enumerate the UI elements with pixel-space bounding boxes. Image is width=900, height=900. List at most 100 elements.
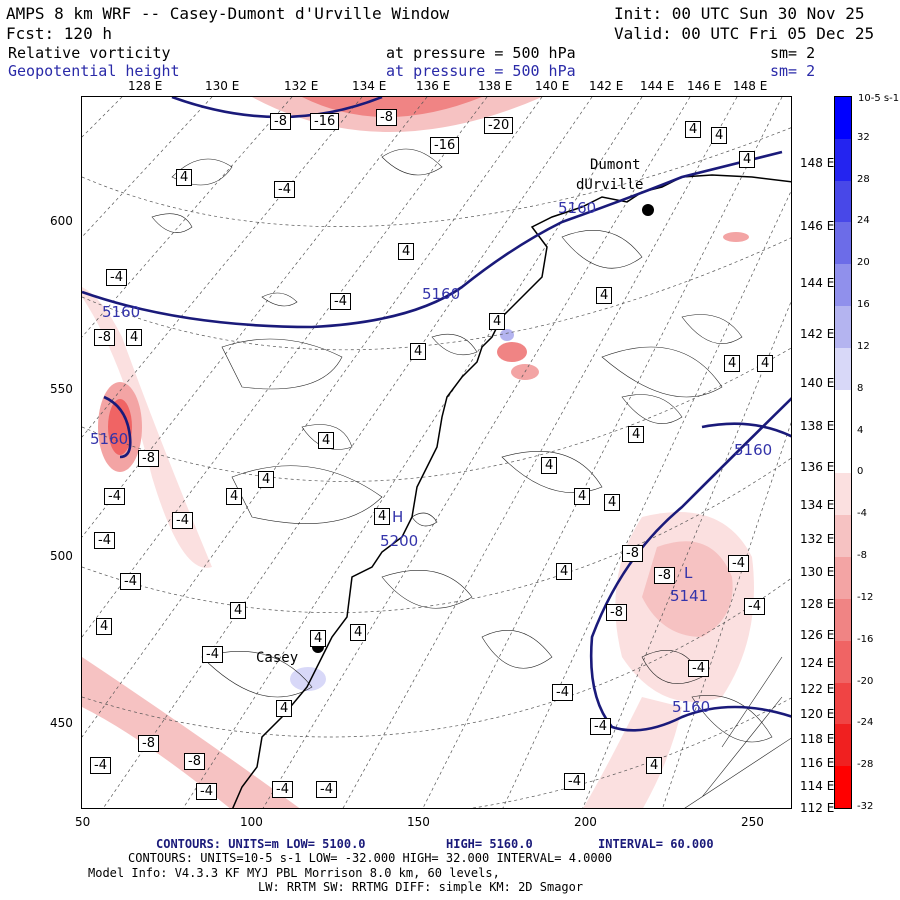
negative-vorticity-area <box>497 342 527 362</box>
low-center-value: 5141 <box>670 587 709 605</box>
right-lon-label: 120 E <box>800 707 835 721</box>
colorbar-segment <box>835 724 851 767</box>
top-lon-label: 146 E <box>687 79 722 93</box>
colorbar-tick-label: 20 <box>857 257 870 269</box>
y-tick-label: 550 <box>50 382 73 396</box>
low-center-symbol: L <box>684 564 693 582</box>
colorbar-tick-label: -16 <box>857 633 874 645</box>
vorticity-shading <box>82 97 754 808</box>
vorticity-label: 4 <box>556 563 573 580</box>
vorticity-label: 4 <box>226 488 243 505</box>
top-lon-label: 144 E <box>640 79 675 93</box>
y-tick-label: 600 <box>50 214 73 228</box>
right-lon-label: 132 E <box>800 532 835 546</box>
colorbar-tick-label: -24 <box>857 717 874 729</box>
vorticity-label: -16 <box>430 137 460 154</box>
right-lon-label: 146 E <box>800 219 835 233</box>
vorticity-label: -4 <box>564 773 585 790</box>
colorbar-segment <box>835 389 851 432</box>
colorbar-segment <box>835 222 851 265</box>
vorticity-label: 4 <box>258 471 275 488</box>
vorticity-label: -4 <box>106 269 127 286</box>
vorticity-label: 4 <box>604 494 621 511</box>
valid-time: Valid: 00 UTC Fri 05 Dec 25 <box>614 24 875 43</box>
colorbar-segment <box>835 97 851 139</box>
dumont-durville-label: Dumont <box>590 157 641 173</box>
right-lon-label: 136 E <box>800 460 835 474</box>
vorticity-label: 4 <box>646 757 663 774</box>
vorticity-label: 4 <box>757 355 774 372</box>
vorticity-label: 4 <box>724 355 741 372</box>
colorbar-segment <box>835 557 851 600</box>
vorticity-label: -4 <box>104 488 125 505</box>
vorticity-label: 4 <box>126 329 143 346</box>
vorticity-label: -8 <box>138 735 159 752</box>
negative-vorticity-area <box>723 232 749 242</box>
colorbar-tick-label: -4 <box>857 508 867 520</box>
field1-smoothing: sm= 2 <box>770 44 816 62</box>
forecast-hour: Fcst: 120 h <box>6 24 112 43</box>
right-lon-label: 134 E <box>800 498 835 512</box>
vorticity-label: -4 <box>728 555 749 572</box>
vorticity-label: -4 <box>90 757 111 774</box>
vorticity-label: -4 <box>202 646 223 663</box>
colorbar-tick-label: 0 <box>857 466 864 478</box>
colorbar-segment <box>835 473 851 516</box>
vorticity-label: 4 <box>276 700 293 717</box>
field1-name: Relative vorticity <box>8 44 171 62</box>
right-lon-label: 118 E <box>800 732 835 746</box>
colorbar-tick-label: -32 <box>857 801 874 812</box>
right-lon-label: 116 E <box>800 756 835 770</box>
vorticity-label: -8 <box>622 545 643 562</box>
vorticity-label: 4 <box>350 624 367 641</box>
high-center-value: 5200 <box>380 532 419 550</box>
colorbar-tick-label: -28 <box>857 759 874 771</box>
colorbar-tick-label: -20 <box>857 675 874 687</box>
field2-level: at pressure = 500 hPa <box>386 62 576 80</box>
plot-title: AMPS 8 km WRF -- Casey-Dumont d'Urville … <box>6 4 450 23</box>
map-panel[interactable] <box>81 96 792 809</box>
vorticity-label: -4 <box>590 718 611 735</box>
vorticity-label: 4 <box>596 287 613 304</box>
right-lon-label: 130 E <box>800 565 835 579</box>
colorbar-tick-label: 16 <box>857 299 870 311</box>
vorticity-label: -4 <box>94 532 115 549</box>
top-lon-label: 140 E <box>535 79 570 93</box>
y-tick-label: 500 <box>50 549 73 563</box>
colorbar-segment <box>835 640 851 683</box>
vorticity-contour-info: CONTOURS: UNITS=10-5 s-1 LOW= -32.000 HI… <box>128 851 613 865</box>
vorticity-label: -4 <box>688 660 709 677</box>
vorticity-label: -16 <box>310 113 340 130</box>
vorticity-label: 4 <box>628 426 645 443</box>
right-lon-label: 124 E <box>800 656 835 670</box>
colorbar-tick-label: 32 <box>857 131 870 143</box>
vorticity-label: 4 <box>410 343 427 360</box>
x-tick-label: 50 <box>75 815 91 829</box>
vorticity-label: 4 <box>230 602 247 619</box>
top-lon-label: 134 E <box>352 79 387 93</box>
top-lon-label: 142 E <box>589 79 624 93</box>
positive-vorticity-area <box>500 329 514 341</box>
vorticity-label: 4 <box>739 151 756 168</box>
vorticity-label: -8 <box>184 753 205 770</box>
height-contour-label: 5160 <box>90 430 129 448</box>
right-lon-label: 138 E <box>800 419 835 433</box>
vorticity-label: 4 <box>574 488 591 505</box>
field2-smoothing: sm= 2 <box>770 62 816 80</box>
dumont-durville-label-line2: dUrville <box>576 177 644 193</box>
colorbar-tick-label: 8 <box>857 382 864 394</box>
vorticity-label: -8 <box>376 109 397 126</box>
vorticity-label: 4 <box>176 169 193 186</box>
colorbar-segment <box>835 347 851 390</box>
height-contour-info-a: CONTOURS: UNITS=m LOW= 5100.0 <box>156 837 366 851</box>
x-tick-label: 250 <box>741 815 764 829</box>
colorbar-tick-label: 24 <box>857 215 870 227</box>
vorticity-label: -4 <box>196 783 217 800</box>
x-tick-label: 200 <box>574 815 597 829</box>
vorticity-label: -4 <box>552 684 573 701</box>
right-lon-label: 142 E <box>800 327 835 341</box>
vorticity-label: -8 <box>606 604 627 621</box>
height-contour-label: 5160 <box>672 698 711 716</box>
lat-lon-grid <box>82 97 791 808</box>
colorbar-segment <box>835 306 851 349</box>
